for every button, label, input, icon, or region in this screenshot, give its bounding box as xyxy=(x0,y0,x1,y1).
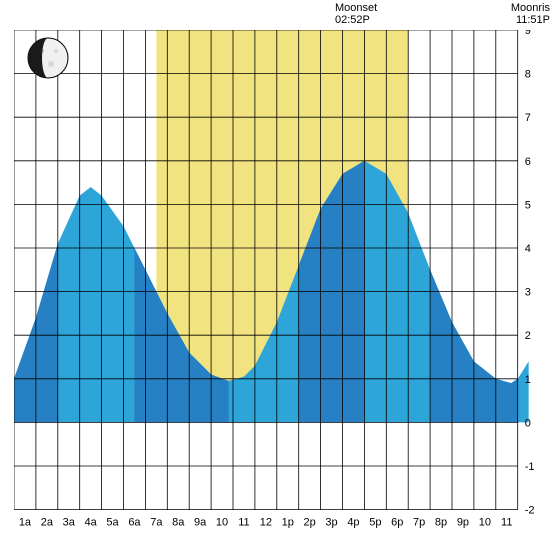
y-tick-label: 6 xyxy=(525,156,531,168)
x-tick-label: 11 xyxy=(501,517,512,529)
x-tick-label: 7a xyxy=(150,517,163,529)
moonset-label: Moonset xyxy=(335,2,377,14)
moonrise-time: 11:51P xyxy=(511,14,550,26)
x-tick-label: 4a xyxy=(85,517,98,529)
moonrise-label: Moonris xyxy=(511,2,550,14)
y-tick-label: 9 xyxy=(525,30,531,37)
y-tick-label: 7 xyxy=(525,112,531,124)
x-tick-label: 3a xyxy=(63,517,76,529)
x-tick-label: 2p xyxy=(304,517,316,529)
moonrise-block: Moonris 11:51P xyxy=(511,2,550,26)
x-tick-label: 6p xyxy=(391,517,403,529)
y-tick-label: 0 xyxy=(525,417,531,429)
moonset-time: 02:52P xyxy=(335,14,377,26)
x-tick-label: 9p xyxy=(457,517,469,529)
x-tick-label: 2a xyxy=(41,517,54,529)
y-tick-label: 5 xyxy=(525,199,531,211)
y-tick-label: 8 xyxy=(525,69,531,81)
x-tick-label: 1p xyxy=(282,517,294,529)
x-tick-label: 5a xyxy=(106,517,119,529)
chart-area: -2-101234567891a2a3a4a5a6a7a8a9a1011121p… xyxy=(14,30,519,510)
y-tick-label: 2 xyxy=(525,330,531,342)
x-tick-label: 8p xyxy=(435,517,447,529)
x-tick-label: 11 xyxy=(238,517,249,529)
y-tick-label: 4 xyxy=(525,243,531,255)
x-tick-label: 9a xyxy=(194,517,207,529)
x-tick-label: 1a xyxy=(19,517,32,529)
moonset-block: Moonset 02:52P xyxy=(335,2,377,26)
x-tick-label: 6a xyxy=(128,517,141,529)
x-tick-label: 7p xyxy=(413,517,425,529)
x-tick-label: 3p xyxy=(325,517,337,529)
x-tick-label: 4p xyxy=(347,517,359,529)
x-tick-label: 5p xyxy=(369,517,381,529)
y-tick-label: 1 xyxy=(525,374,531,386)
x-tick-label: 10 xyxy=(216,517,228,529)
y-tick-label: 3 xyxy=(525,287,531,299)
moon-phase-icon xyxy=(26,36,70,80)
x-tick-label: 8a xyxy=(172,517,185,529)
x-tick-label: 12 xyxy=(260,517,272,529)
chart-svg: -2-101234567891a2a3a4a5a6a7a8a9a1011121p… xyxy=(14,30,542,534)
tide-chart-container: Moonset 02:52P Moonris 11:51P -2-1012345… xyxy=(0,0,550,550)
y-tick-label: -1 xyxy=(525,461,535,473)
y-tick-label: -2 xyxy=(525,505,535,517)
x-tick-label: 10 xyxy=(479,517,491,529)
